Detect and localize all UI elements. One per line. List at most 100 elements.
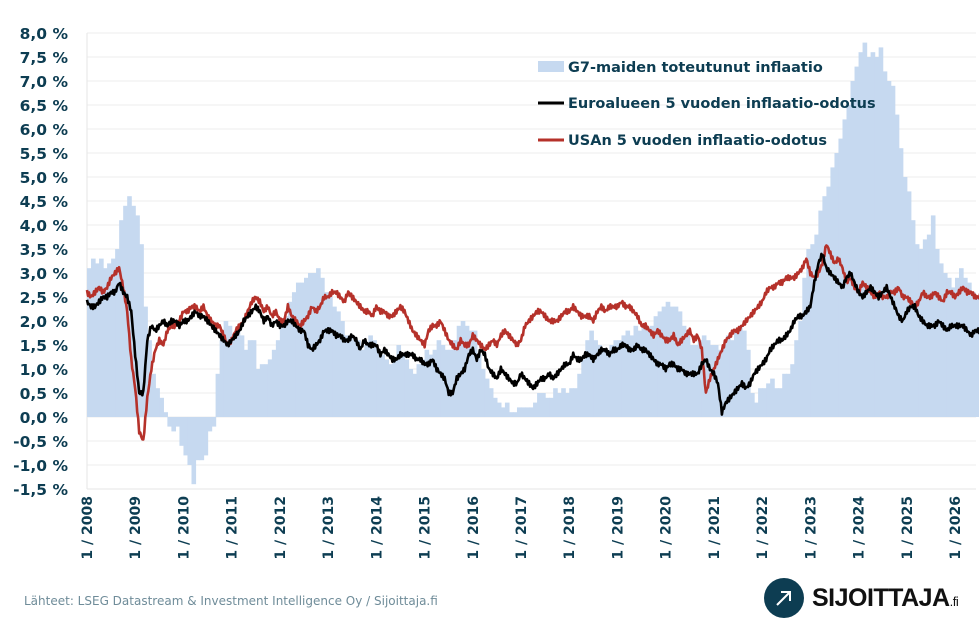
y-axis: 8,0 % 7,5 % 7,0 % 6,5 % 6,0 % 5,5 % 5,0 % 4,5 %… (13, 25, 68, 499)
g7-inflation-bar (914, 244, 920, 417)
g7-inflation-bar (215, 373, 221, 417)
g7-inflation-bar (778, 388, 783, 417)
g7-inflation-bar (299, 282, 305, 417)
g7-inflation-bar (565, 393, 570, 417)
g7-inflation-bar (199, 417, 205, 461)
x-tick-label: 1 / 2025 (900, 496, 916, 560)
x-tick-label: 1 / 2016 (466, 496, 482, 560)
g7-inflation-bar (661, 306, 667, 417)
y-tick-label: -1,0 % (13, 457, 68, 475)
g7-inflation-bar (207, 417, 213, 432)
g7-inflation-bar (742, 330, 747, 417)
g7-inflation-bar (251, 340, 257, 417)
x-tick-label: 1 / 2014 (369, 496, 385, 560)
g7-inflation-bar (396, 345, 402, 417)
y-tick-label: -0,5 % (13, 433, 68, 451)
g7-inflation-bar (440, 345, 446, 417)
g7-inflation-bar (520, 407, 526, 417)
g7-inflation-bar (677, 311, 683, 417)
g7-inflation-bar (500, 407, 506, 417)
g7-inflation-bar (862, 42, 868, 417)
g7-inflation-bar (223, 321, 229, 417)
g7-inflation-bar (822, 196, 828, 417)
g7-inflation-bar (858, 52, 864, 417)
g7-inflation-bar (950, 287, 956, 417)
g7-inflation-bar (918, 249, 924, 417)
g7-inflation-bar (782, 373, 787, 417)
g7-inflation-bar (111, 258, 116, 417)
g7-inflation-bar (416, 364, 422, 417)
g7-inflation-bar (906, 191, 912, 417)
g7-inflation-bar (729, 340, 735, 417)
g7-inflation-bar (621, 335, 627, 417)
g7-inflation-bar (561, 388, 566, 417)
g7-inflation-bar (171, 417, 177, 432)
g7-inflation-bar (601, 349, 606, 417)
g7-inflation-bar (183, 417, 189, 456)
g7-inflation-bar (898, 148, 904, 417)
y-tick-label: 6,0 % (20, 121, 69, 139)
g7-inflation-bar (585, 340, 590, 417)
g7-inflation-bar (283, 316, 289, 417)
g7-inflation-bar (886, 81, 892, 417)
x-tick-label: 1 / 2020 (659, 496, 675, 560)
g7-inflation-bar (790, 364, 795, 417)
y-tick-label: 5,0 % (20, 169, 69, 187)
g7-inflation-bar (139, 244, 144, 417)
g7-inflation-bar (545, 397, 550, 417)
y-tick-label: 7,5 % (20, 49, 69, 67)
g7-inflation-bar (573, 388, 578, 417)
x-tick-label: 1 / 2013 (321, 496, 337, 560)
g7-inflation-bar (452, 340, 458, 417)
x-tick-label: 1 / 2009 (128, 496, 144, 560)
g7-inflation-bar (103, 268, 108, 417)
g7-inflation-bar (504, 402, 510, 417)
g7-inflation-bar (946, 277, 952, 417)
g7-inflation-bar (665, 301, 671, 417)
g7-inflation-bar (279, 321, 285, 417)
g7-inflation-bar (963, 277, 968, 417)
g7-inflation-bar (380, 354, 385, 417)
g7-inflation-bar (328, 297, 333, 417)
y-tick-label: 0,5 % (20, 385, 69, 403)
g7-inflation-bar (557, 393, 562, 417)
g7-inflation-bar (930, 215, 936, 417)
g7-inflation-bar (762, 388, 767, 417)
g7-inflation-bar (227, 325, 233, 417)
legend: G7-maiden toteutunut inflaatio Euroaluee… (538, 60, 876, 149)
g7-inflation-bar (894, 114, 900, 417)
g7-inflation-bar (275, 340, 281, 417)
y-tick-label: 3,0 % (20, 265, 69, 283)
g7-inflation-bar (938, 263, 944, 417)
g7-inflation-bar (750, 393, 755, 417)
g7-inflation-bar (151, 373, 156, 417)
g7-inflation-bar (597, 345, 602, 417)
y-tick-label: 5,5 % (20, 145, 69, 163)
g7-inflation-bar (344, 335, 349, 417)
g7-inflation-bar (846, 105, 852, 417)
g7-inflation-bar (975, 297, 979, 417)
g7-inflation-bar (123, 205, 128, 417)
g7-inflation-bar (159, 397, 164, 417)
g7-inflation-bar (737, 325, 743, 417)
g7-inflation-bar (320, 277, 325, 417)
g7-inflation-bar (774, 388, 779, 417)
g7-inflation-bar (187, 417, 193, 465)
g7-inflation-bar (798, 321, 803, 417)
g7-inflation-bar (641, 325, 647, 417)
g7-inflation-bar (717, 349, 723, 417)
g7-inflation-bar (376, 349, 381, 417)
g7-inflation-bar (508, 412, 514, 417)
g7-inflation-bar (436, 340, 442, 417)
g7-inflation-bar (287, 301, 293, 417)
g7-inflation-bar (569, 388, 574, 417)
g7-inflation-bar (231, 335, 237, 417)
g7-inflation-bar (476, 354, 482, 417)
x-tick-label: 1 / 2008 (80, 496, 96, 560)
g7-inflation-bar (673, 306, 679, 417)
g7-inflation-bar (135, 215, 140, 417)
g7-inflation-bar (629, 335, 635, 417)
g7-inflation-bar (412, 373, 418, 417)
g7-inflation-bar (516, 407, 522, 417)
g7-inflation-bar (525, 407, 530, 417)
